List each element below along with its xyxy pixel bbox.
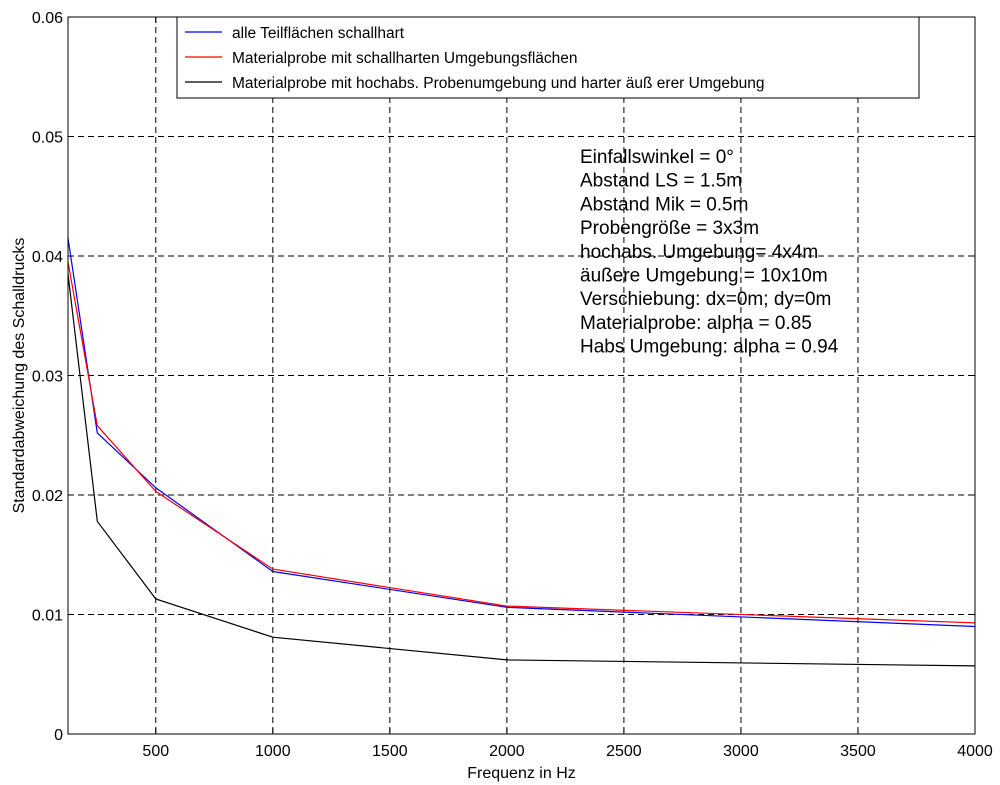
axis-ticks: 500 1000 1500 2000 2500 3000 3500 4000 0 0.01 0.02… <box>32 10 993 760</box>
annotation-line: Materialprobe: alpha = 0.85 <box>580 313 812 334</box>
series-line-2 <box>67 261 976 624</box>
x-axis-label: Frequenz in Hz <box>467 765 576 782</box>
legend-entry: alle Teilflächen schallhart <box>232 25 405 42</box>
grid <box>68 17 976 734</box>
x-tick-label: 1000 <box>255 743 291 760</box>
series-lines <box>67 238 976 667</box>
x-tick-label: 2500 <box>606 743 642 760</box>
y-axis-label: Standardabweichung des Schalldrucks <box>11 238 28 514</box>
series-line-3 <box>67 273 976 667</box>
annotation-line: Abstand Mik = 0.5m <box>580 194 748 215</box>
legend-entry: Materialprobe mit hochabs. Probenumgebun… <box>232 75 764 92</box>
y-tick-label: 0.02 <box>32 488 63 505</box>
annotation-line: Einfallswinkel = 0° <box>580 147 734 168</box>
y-tick-label: 0.03 <box>32 369 63 386</box>
x-tick-label: 4000 <box>957 743 993 760</box>
y-tick-label: 0.05 <box>32 130 63 147</box>
annotation-line: äußere Umgebung = 10x10m <box>580 266 828 287</box>
legend: alle Teilflächen schallhart Materialprobe… <box>176 16 920 99</box>
x-tick-label: 1500 <box>372 743 408 760</box>
annotation-line: Abstand LS = 1.5m <box>580 171 742 192</box>
x-tick-label: 500 <box>142 743 169 760</box>
annotation-line: Habs Umgebung: alpha = 0.94 <box>580 337 839 358</box>
x-tick-label: 3500 <box>840 743 876 760</box>
x-tick-label: 3000 <box>723 743 759 760</box>
legend-box <box>176 16 920 99</box>
y-tick-label: 0 <box>54 727 63 744</box>
annotation-line: Probengröße = 3x3m <box>580 218 759 239</box>
series-line-1 <box>67 238 976 628</box>
legend-entry: Materialprobe mit schallharten Umgebungs… <box>232 50 578 67</box>
y-tick-label: 0.01 <box>32 608 63 625</box>
y-tick-label: 0.06 <box>32 10 63 27</box>
annotation-line: hochabs. Umgebung= 4x4m <box>580 242 818 263</box>
annotation-line: Verschiebung: dx=0m; dy=0m <box>580 289 831 310</box>
annotation-block: Einfallswinkel = 0° Abstand LS = 1.5mAbst… <box>580 147 839 358</box>
y-tick-label: 0.04 <box>32 249 63 266</box>
x-tick-label: 2000 <box>489 743 525 760</box>
